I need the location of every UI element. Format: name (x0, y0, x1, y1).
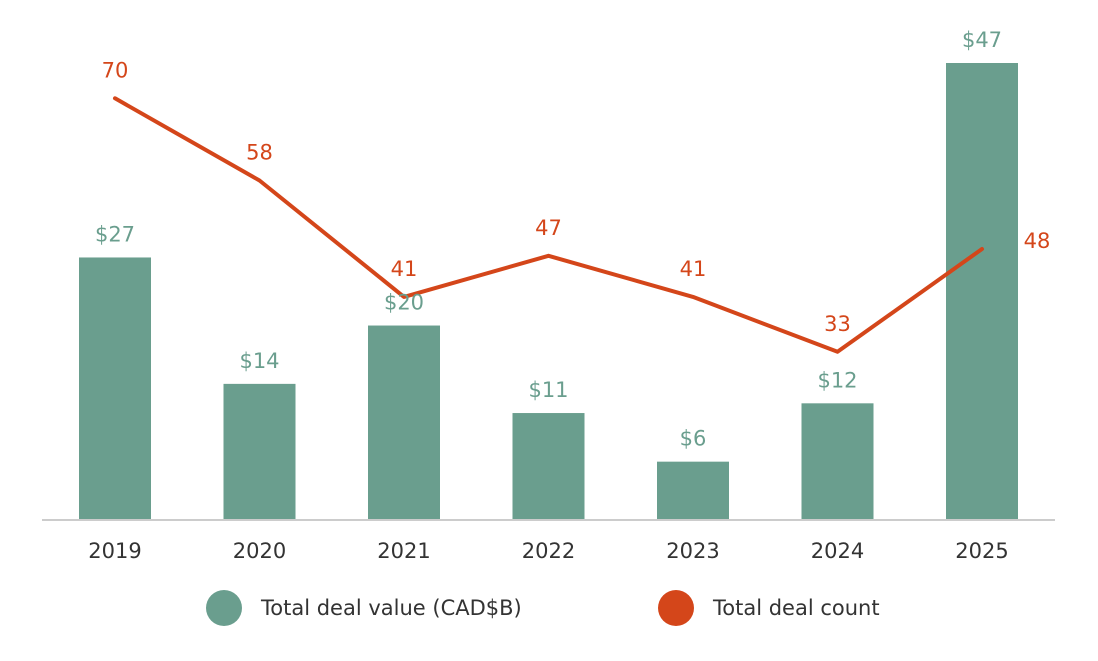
x-tick-label-2023: 2023 (666, 539, 719, 563)
line-value-label-2025: 48 (1024, 229, 1051, 253)
line-value-label-2019: 70 (102, 58, 129, 82)
x-axis-ticks: 2019 2020 2021 2022 2023 2024 2025 (88, 539, 1008, 563)
bar-2025 (946, 63, 1018, 520)
legend-label-deal-count: Total deal count (713, 596, 880, 620)
bar-2022 (512, 413, 585, 520)
x-tick-label-2024: 2024 (811, 539, 864, 563)
x-tick-label-2019: 2019 (88, 539, 141, 563)
legend: Total deal value (CAD$B) Total deal coun… (0, 590, 1098, 636)
bar-value-label-2021: $20 (384, 291, 424, 315)
bar-2021 (368, 325, 440, 520)
x-tick-label-2021: 2021 (377, 539, 430, 563)
bar-value-label-2024: $12 (817, 368, 857, 392)
bars-layer (79, 63, 1018, 520)
line-value-label-2022: 47 (535, 216, 562, 240)
bar-value-label-2023: $6 (680, 427, 707, 451)
bar-2024 (801, 403, 874, 520)
x-tick-label-2025: 2025 (955, 539, 1008, 563)
bar-2019 (79, 257, 151, 520)
bar-value-label-2022: $11 (528, 378, 568, 402)
x-tick-label-2022: 2022 (522, 539, 575, 563)
bar-2020 (223, 383, 296, 520)
bar-value-label-2025: $47 (962, 28, 1002, 52)
deal-count-line (113, 96, 984, 354)
line-value-label-2021: 41 (391, 257, 418, 281)
bar-value-label-2020: $14 (239, 349, 279, 373)
line-value-label-2023: 41 (680, 257, 707, 281)
legend-label-deal-value: Total deal value (CAD$B) (261, 596, 522, 620)
x-tick-label-2020: 2020 (233, 539, 286, 563)
labels-layer: $27 70 $14 58 $20 41 $11 47 $6 41 $12 33 $47 48 (95, 28, 1050, 451)
line-value-label-2020: 58 (246, 141, 273, 165)
bar-2023 (657, 461, 729, 520)
legend-item-deal-count: Total deal count (658, 590, 880, 626)
legend-swatch-deal-value (206, 590, 242, 626)
bar-value-label-2019: $27 (95, 222, 135, 246)
legend-item-deal-value: Total deal value (CAD$B) (206, 590, 522, 626)
line-value-label-2024: 33 (824, 312, 851, 336)
legend-swatch-deal-count (658, 590, 694, 626)
